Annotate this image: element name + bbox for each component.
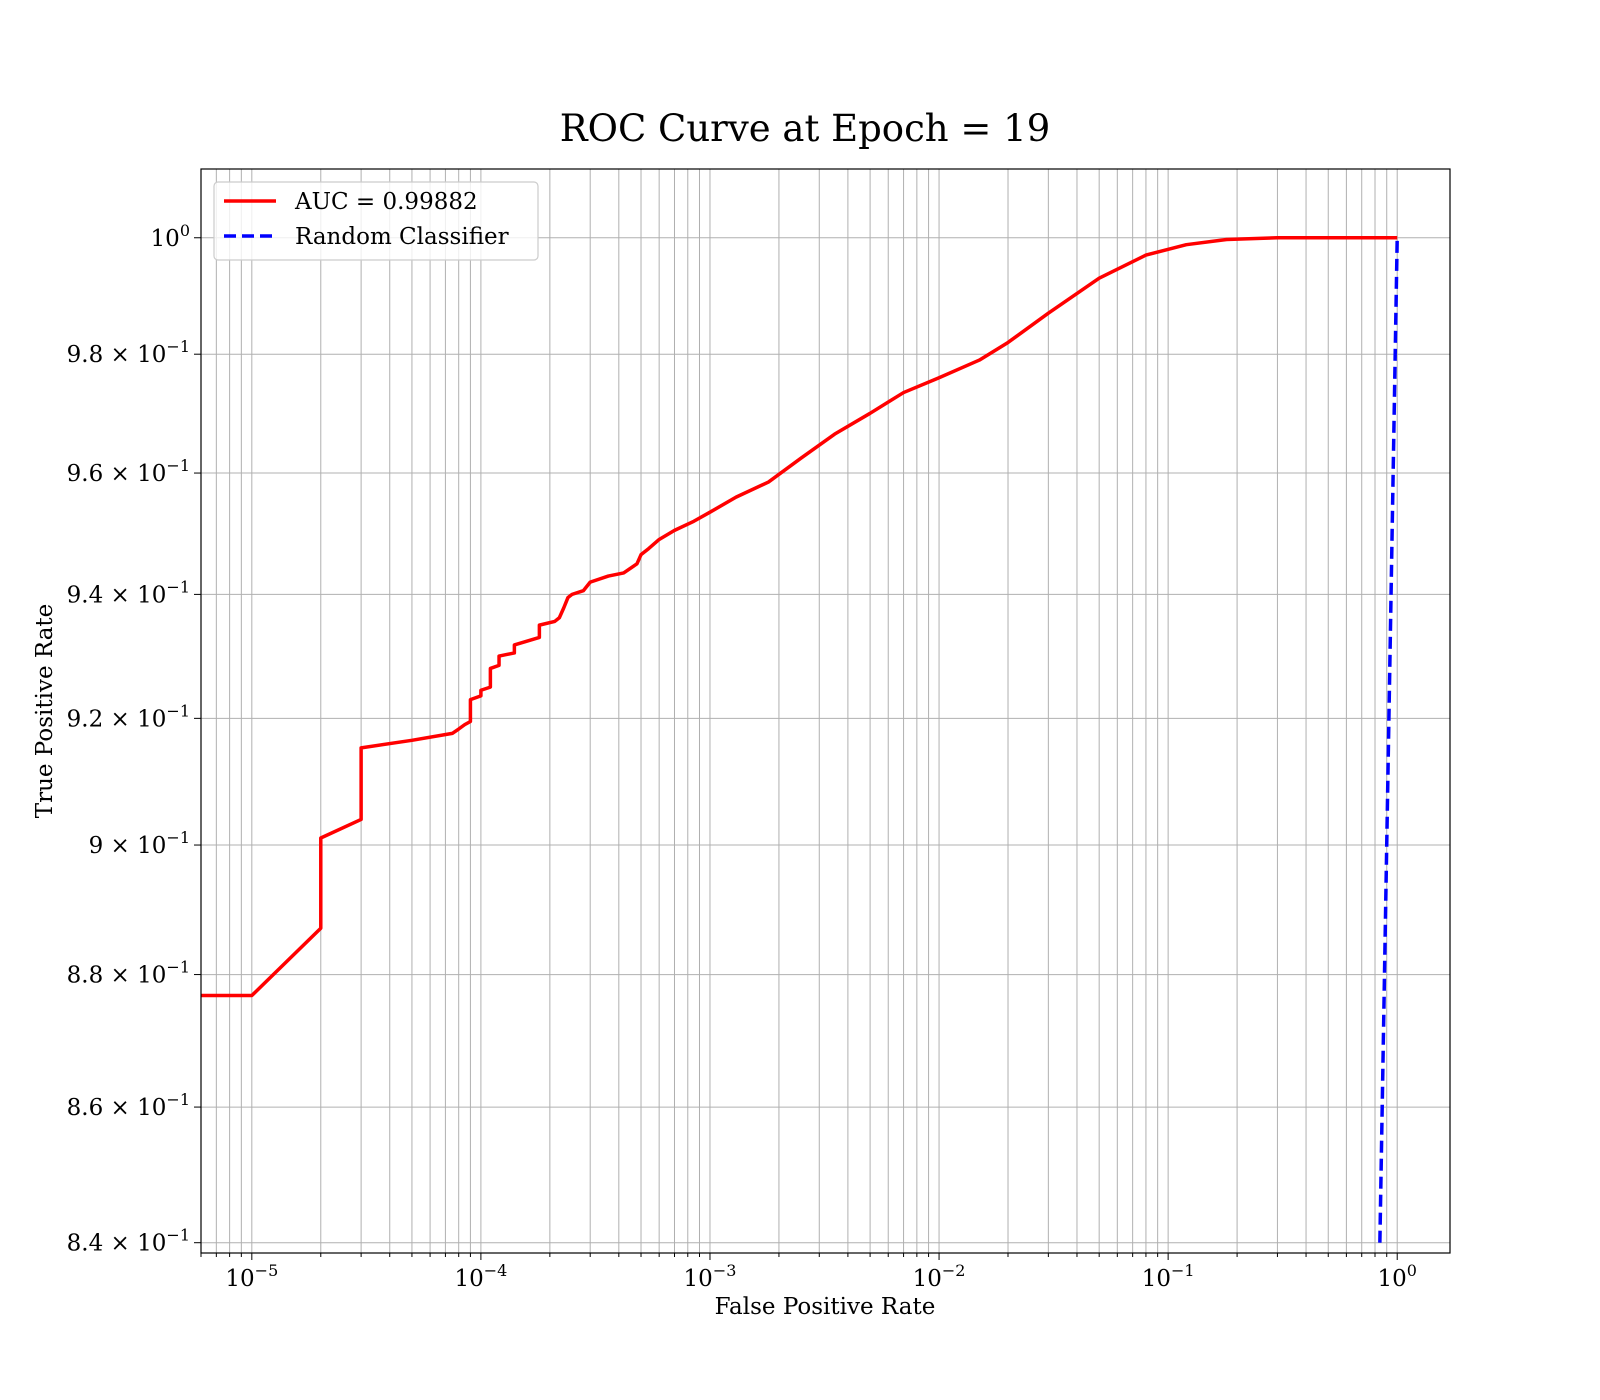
legend: AUC = 0.99882 Random Classifier [213,181,539,261]
legend-box [213,181,539,261]
x-axis-label: False Positive Rate [715,1294,936,1320]
y-ticks: 100 9.8 × 10−1 9.6 × 10−1 9.4 × 10−1 9.2 × 1… [67,221,201,1257]
y-tick-label: 100 [151,221,190,252]
y-tick-label: 9.4 × 10−1 [67,577,190,608]
y-tick-label: 9.2 × 10−1 [67,701,190,732]
plot-frame [200,168,1451,1254]
chart-title: ROC Curve at Epoch = 19 [560,107,1050,150]
y-tick-label: 8.4 × 10−1 [67,1226,190,1257]
x-tick-label: 10−1 [1142,1261,1195,1292]
legend-label-random-classifier: Random Classifier [295,224,509,250]
y-tick-label: 8.6 × 10−1 [67,1090,190,1121]
random-classifier-line [1378,237,1399,1243]
x-tick-label: 10−4 [454,1261,507,1292]
y-tick-label: 9.8 × 10−1 [67,337,190,368]
x-tick-label: 100 [1377,1261,1416,1292]
x-ticks: 10−5 10−4 10−3 10−2 10−1 100 [200,1253,1417,1292]
x-tick-label: 10−2 [913,1261,966,1292]
y-tick-label: 9.6 × 10−1 [67,456,190,487]
series-layer [201,236,1399,1243]
y-axis-label: True Positive Rate [32,604,58,819]
legend-label-auc: AUC = 0.99882 [294,189,478,215]
y-tick-label: 8.8 × 10−1 [67,958,190,989]
roc-curve-line [201,236,1398,998]
grid [200,169,1450,1253]
x-tick-label: 10−3 [684,1261,737,1292]
x-tick-label: 10−5 [225,1261,278,1292]
y-tick-label: 9 × 10−1 [89,828,190,859]
